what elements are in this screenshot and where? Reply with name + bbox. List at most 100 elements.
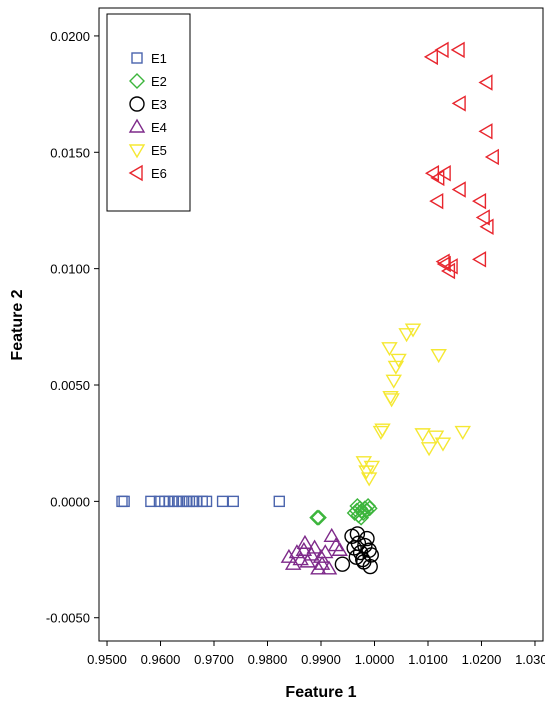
data-point-e6	[430, 169, 445, 187]
data-point-e6	[479, 218, 494, 235]
legend-marker-e2	[129, 73, 145, 89]
data-point-e4	[296, 534, 314, 549]
data-point-e1	[118, 495, 130, 508]
data-point-e4	[280, 548, 298, 563]
data-point-e5	[454, 425, 471, 440]
data-point-e6	[423, 48, 438, 66]
data-point-e6	[475, 209, 490, 226]
legend: E1 E2 E3 E4 E5 E6	[106, 13, 191, 212]
x-tick-label: 1.0200	[462, 652, 502, 667]
legend-item-e4: E4	[128, 118, 167, 135]
data-point-e5	[404, 323, 422, 338]
series-e6	[423, 41, 499, 280]
legend-marker-e4	[128, 118, 146, 133]
data-point-e5	[385, 374, 402, 389]
y-tick-label: 0.0150	[50, 145, 90, 160]
data-point-e5	[420, 442, 438, 457]
data-point-e6	[429, 192, 444, 210]
x-axis: 0.9500 0.9600 0.9700 0.9800 0.9900 1.0000 1.01…	[87, 641, 545, 667]
data-point-e4	[320, 560, 338, 575]
data-point-e1	[227, 495, 239, 508]
x-tick-label: 1.0300	[515, 652, 545, 667]
data-point-e5	[390, 353, 407, 368]
legend-box	[106, 13, 191, 212]
data-point-e1	[145, 495, 157, 508]
data-point-e5	[358, 465, 375, 480]
data-point-e5	[381, 342, 398, 357]
y-tick-label: 0.0050	[50, 378, 90, 393]
data-point-e5	[383, 393, 400, 408]
y-tick-label: 0.0000	[50, 494, 90, 509]
data-point-e5	[355, 456, 373, 471]
series-e3	[334, 526, 379, 575]
legend-item-e3: E3	[129, 96, 167, 112]
data-point-e3	[359, 530, 375, 547]
legend-item-e2: E2	[129, 73, 167, 89]
data-point-e1	[183, 495, 196, 508]
y-axis: -0.0050 0.0000 0.0050 0.0100 0.0150 0.0200	[46, 29, 99, 626]
data-point-e6	[478, 74, 493, 91]
data-point-e6	[443, 258, 458, 275]
data-point-e2	[353, 509, 370, 526]
y-tick-label: -0.0050	[46, 611, 90, 626]
series-e2	[309, 498, 378, 526]
x-tick-label: 0.9900	[301, 652, 341, 667]
data-point-e5	[360, 472, 378, 487]
data-point-e4	[310, 560, 327, 575]
data-point-e6	[450, 41, 465, 59]
data-point-e2	[310, 509, 327, 526]
data-point-e6	[472, 192, 487, 210]
legend-marker-e5	[128, 144, 146, 159]
data-point-e3	[334, 556, 351, 572]
data-point-e1	[200, 495, 213, 508]
x-tick-label: 0.9600	[141, 652, 181, 667]
legend-label-e4: E4	[151, 120, 167, 135]
data-point-e6	[472, 251, 487, 268]
data-point-e2	[349, 498, 366, 515]
series-e5	[355, 323, 471, 487]
legend-label-e5: E5	[151, 143, 167, 158]
data-point-e5	[414, 428, 431, 443]
data-point-e4	[331, 541, 348, 556]
data-point-e6	[484, 148, 499, 166]
data-point-e2	[309, 509, 326, 526]
legend-item-e1: E1	[131, 51, 167, 66]
series-e1	[116, 495, 285, 508]
data-point-e1	[216, 495, 229, 508]
legend-label-e1: E1	[151, 51, 167, 66]
data-point-e4	[292, 551, 309, 566]
data-point-e5	[427, 430, 445, 445]
x-tick-label: 0.9800	[248, 652, 288, 667]
data-point-e6	[478, 123, 493, 140]
data-point-e4	[323, 527, 340, 542]
x-tick-label: 0.9500	[87, 652, 127, 667]
legend-label-e3: E3	[151, 97, 167, 112]
legend-marker-e3	[129, 96, 145, 112]
legend-marker-e6	[128, 164, 143, 182]
data-point-e4	[313, 555, 331, 570]
data-point-e6	[435, 253, 450, 270]
data-point-e3	[350, 535, 367, 551]
data-point-e1	[273, 495, 285, 508]
y-axis-title: Feature 2	[9, 289, 26, 360]
x-tick-label: 0.9700	[194, 652, 234, 667]
x-tick-label: 1.0000	[355, 652, 395, 667]
data-point-e4	[295, 541, 313, 556]
data-point-e4	[303, 546, 320, 561]
data-point-e6	[436, 165, 451, 182]
data-point-e6	[451, 95, 466, 112]
data-point-e4	[288, 544, 306, 559]
legend-item-e6: E6	[128, 164, 167, 182]
data-point-e4	[284, 555, 302, 570]
x-tick-label: 1.0100	[408, 652, 448, 667]
y-tick-label: 0.0200	[50, 29, 90, 44]
data-point-e3	[356, 554, 372, 570]
data-point-e6	[434, 41, 449, 59]
legend-marker-e1	[131, 52, 143, 64]
legend-label-e6: E6	[151, 166, 167, 181]
data-marks	[116, 41, 499, 575]
data-point-e4	[299, 553, 316, 568]
y-tick-label: 0.0100	[50, 262, 90, 277]
data-point-e6	[451, 181, 466, 198]
